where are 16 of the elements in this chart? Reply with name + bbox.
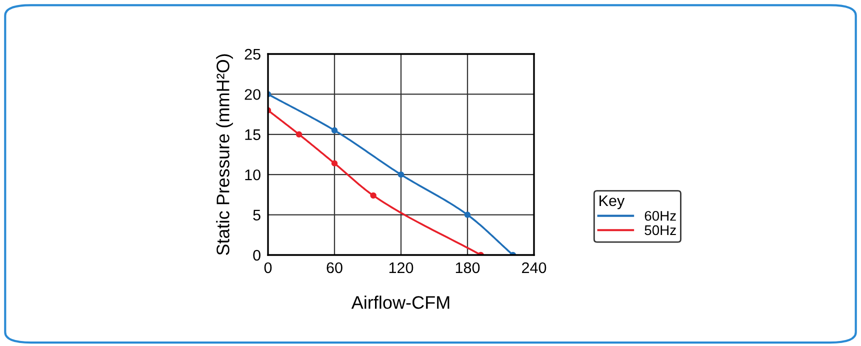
- y-tick-label: 25: [244, 48, 260, 60]
- x-tick-label: 120: [389, 262, 414, 274]
- x-tick-label: 180: [456, 262, 480, 274]
- x-tick-label: 240: [522, 262, 546, 274]
- y-tick-label: 20: [244, 89, 260, 100]
- legend-label: 50Hz: [644, 225, 676, 236]
- y-tick-label: 15: [245, 129, 260, 140]
- x-tick-label: 60: [326, 262, 342, 274]
- x-axis-title: Airflow-CFM: [351, 296, 450, 309]
- legend-title: Key: [600, 196, 625, 210]
- y-axis-title: Static Pressure (mmH²O): [216, 54, 233, 255]
- y-tick-label: 5: [253, 210, 260, 220]
- y-tick-label: 10: [245, 169, 260, 180]
- y-tick-label: 0: [253, 250, 260, 261]
- legend-label: 60Hz: [644, 210, 676, 221]
- x-tick-label: 0: [264, 262, 272, 274]
